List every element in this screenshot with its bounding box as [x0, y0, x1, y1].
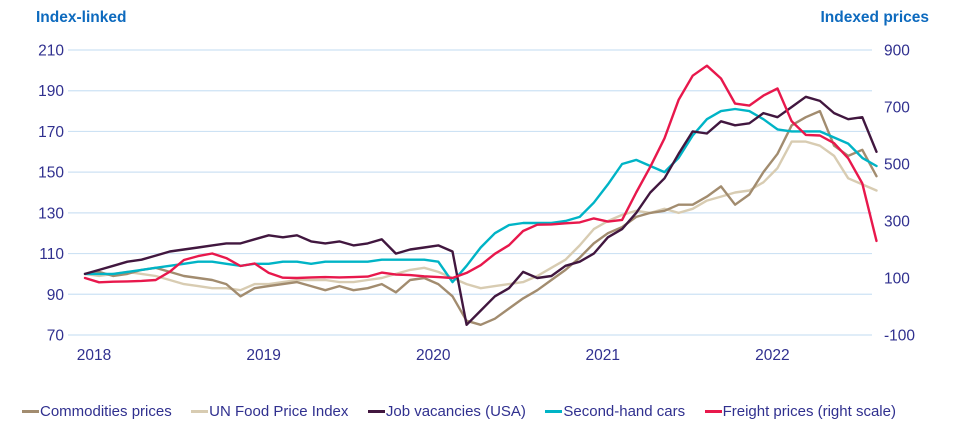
legend-item-second-hand-cars: Second-hand cars	[545, 403, 685, 420]
legend-item-job-vacancies-usa: Job vacancies (USA)	[367, 403, 526, 420]
legend-label: Second-hand cars	[563, 403, 686, 420]
x-axis-tick: 2022	[755, 347, 789, 364]
right-axis-title: Indexed prices	[820, 9, 929, 26]
left-axis-tick: 190	[38, 83, 64, 100]
right-axis-tick: 300	[884, 214, 910, 231]
right-axis-tick: 100	[884, 271, 910, 288]
series-line-second-hand-cars	[83, 107, 878, 284]
right-axis-tick: 700	[884, 100, 910, 117]
legend-label: Freight prices (right scale)	[722, 403, 896, 420]
right-axis-tick: 900	[884, 43, 910, 60]
legend-swatch-commodities-prices	[22, 410, 39, 413]
left-axis-tick: 70	[47, 328, 65, 345]
chart-canvas: 210 190 170 150 130 110 90 70 900 700 500 300 100 -1…	[38, 43, 915, 365]
legend-swatch-second-hand-cars	[545, 410, 563, 413]
gridlines	[68, 49, 872, 336]
legend-swatch-freight-prices-right-scale	[704, 410, 722, 413]
x-axis-tick: 2018	[77, 347, 111, 364]
legend-label: UN Food Price Index	[209, 403, 349, 420]
left-axis-tick: 170	[38, 124, 64, 141]
series-lines	[83, 64, 878, 326]
series-line-commodities-prices	[83, 109, 878, 326]
legend-label: Job vacancies (USA)	[385, 403, 526, 420]
legend-item-freight-prices-right-scale: Freight prices (right scale)	[704, 403, 896, 420]
right-axis-tick-labels: 900 700 500 300 100 -100	[884, 43, 915, 345]
legend-swatch-job-vacancies-usa	[367, 410, 385, 413]
x-axis-tick: 2019	[246, 347, 280, 364]
chart-legend: Commodities prices UN Food Price Index Job…	[0, 403, 960, 420]
x-axis-tick-labels: 2018 2019 2020 2021 2022	[77, 347, 790, 364]
left-axis-tick: 90	[47, 287, 65, 304]
legend-swatch-un-food-price-index	[191, 410, 209, 413]
x-axis-tick: 2021	[586, 347, 620, 364]
left-axis-tick: 150	[38, 165, 64, 182]
series-line-job-vacancies-usa	[83, 95, 878, 326]
legend-item-commodities-prices: Commodities prices	[22, 403, 172, 420]
left-axis-tick: 130	[38, 205, 64, 222]
series-line-un-food-price-index	[83, 140, 878, 292]
right-axis-tick: -100	[884, 328, 915, 345]
right-axis-tick: 500	[884, 157, 910, 174]
left-axis-tick-labels: 210 190 170 150 130 110 90 70	[38, 43, 64, 345]
legend-item-un-food-price-index: UN Food Price Index	[191, 403, 348, 420]
legend-label: Commodities prices	[40, 403, 172, 420]
left-axis-title: Index-linked	[36, 9, 127, 26]
series-line-freight-prices-right-scale	[83, 64, 878, 284]
left-axis-tick: 110	[39, 246, 64, 263]
x-axis-tick: 2020	[416, 347, 451, 364]
left-axis-tick: 210	[38, 43, 64, 60]
